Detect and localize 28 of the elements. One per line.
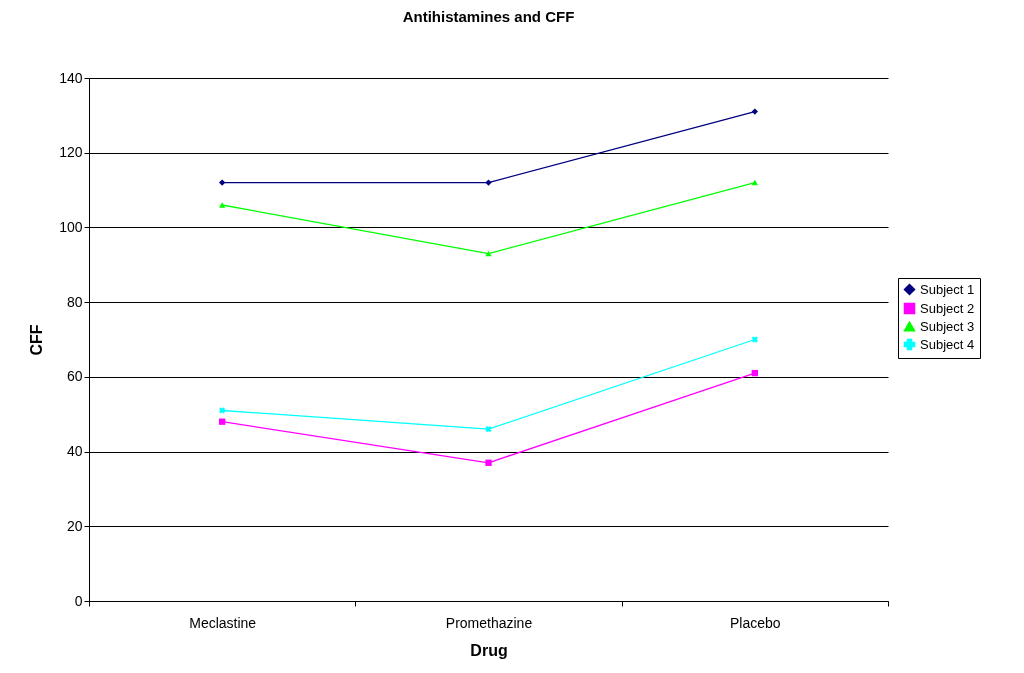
- y-tick-label: 100: [59, 218, 83, 235]
- point: [485, 179, 492, 186]
- x-tick-label: Meclastine: [189, 614, 257, 631]
- chart-title: Antihistamines and CFF: [402, 8, 575, 25]
- y-tick-label: 0: [74, 592, 83, 609]
- y-tick-label: 60: [66, 368, 83, 385]
- legend-label: Subject 3: [920, 318, 975, 334]
- point: [751, 336, 758, 343]
- point: [751, 108, 758, 115]
- y-tick-label: 120: [59, 144, 83, 161]
- y-tick-label: 80: [66, 293, 83, 310]
- point: [485, 426, 492, 433]
- y-tick-label: 40: [66, 443, 83, 460]
- legend-label: Subject 2: [920, 300, 975, 316]
- point: [219, 179, 226, 186]
- y-axis-title: CFF: [28, 324, 46, 356]
- y-tick-label: 140: [59, 69, 83, 86]
- point: [751, 369, 758, 377]
- legend-label: Subject 4: [920, 336, 975, 352]
- y-tick-label: 20: [66, 517, 83, 534]
- point: [485, 459, 492, 466]
- x-tick-label: Promethazine: [445, 614, 533, 631]
- point: [219, 418, 226, 425]
- x-axis-title: Drug: [470, 641, 508, 659]
- point: [219, 407, 226, 414]
- x-tick-label: Placebo: [730, 614, 781, 631]
- point: [219, 202, 226, 208]
- legend-label: Subject 1: [920, 281, 975, 297]
